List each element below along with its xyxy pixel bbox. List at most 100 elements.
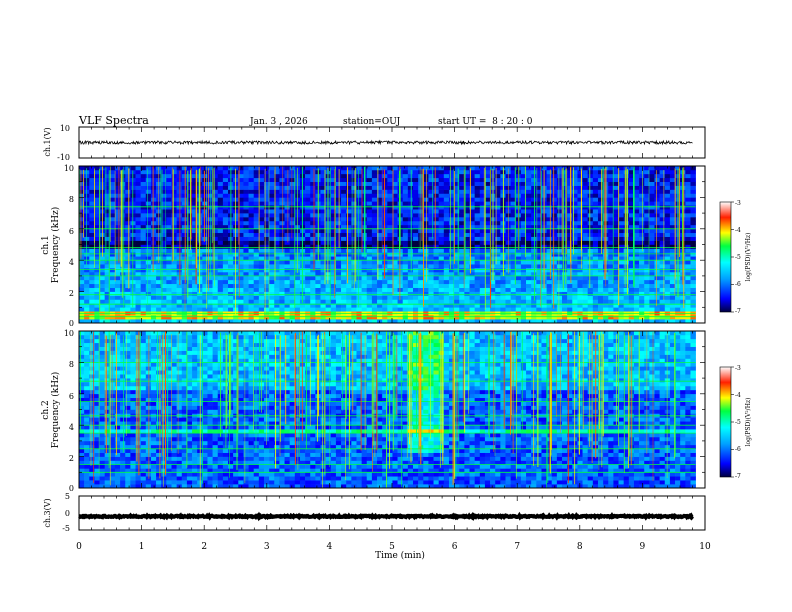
spectrogram-cell xyxy=(176,287,183,292)
spectrogram-cell xyxy=(320,217,326,222)
spectrogram-cell xyxy=(423,279,429,285)
spectrogram-cell xyxy=(186,213,193,218)
spectrogram-cell xyxy=(597,295,604,300)
spectrogram-cell xyxy=(438,279,445,285)
spectrogram-cell xyxy=(392,173,398,179)
spectrogram-cell xyxy=(577,224,583,230)
spectrogram-cell xyxy=(510,201,517,206)
spectrogram-cell xyxy=(150,228,157,234)
spectrogram-cell xyxy=(582,201,588,206)
spectrogram-cell xyxy=(243,260,249,265)
spectrogram-cell xyxy=(320,319,326,324)
spectrogram-cell xyxy=(94,205,100,210)
spectrogram-cell xyxy=(577,252,583,257)
spectrogram-cell xyxy=(536,173,542,179)
spectrogram-cell xyxy=(690,291,696,296)
spectrogram-cell xyxy=(433,209,439,214)
spectrogram-cell xyxy=(556,307,563,312)
spectrogram-cell xyxy=(608,252,614,257)
spectrogram-cell xyxy=(669,264,676,269)
spectrogram-cell xyxy=(140,264,147,269)
spectrogram-cell xyxy=(536,295,542,300)
spectrogram-cell xyxy=(109,177,116,182)
spectrogram-cell xyxy=(284,256,290,261)
spectrogram-cell xyxy=(212,213,219,218)
spectrogram-cell xyxy=(135,275,141,281)
spectrogram-cell xyxy=(654,271,660,277)
spectrogram-cell xyxy=(448,279,455,285)
spectrogram-cell xyxy=(407,271,414,277)
spectrogram-cell xyxy=(258,185,265,190)
spectrogram-cell xyxy=(418,279,424,285)
ch1-colorbar: -3 -4 -5 -6 -7 log(PSD)(V²/Hz) xyxy=(719,200,752,315)
spectrogram-cell xyxy=(536,224,542,230)
spectrogram-cell xyxy=(186,303,193,308)
spectrogram-cell xyxy=(613,287,619,292)
spectrogram-cell xyxy=(474,185,481,190)
spectrogram-cell xyxy=(597,228,604,234)
spectrogram-cell xyxy=(551,268,558,273)
spectrogram-cell xyxy=(335,275,342,281)
spectrogram-cell xyxy=(166,244,172,249)
spectrogram-cell xyxy=(469,228,475,234)
spectrogram-cell xyxy=(407,299,414,304)
spectrogram-cell xyxy=(669,315,676,320)
spectrogram-cell xyxy=(685,181,691,186)
spectrogram-cell xyxy=(330,319,337,324)
spectrogram-cell xyxy=(104,299,111,304)
spectrogram-cell xyxy=(536,185,542,190)
spectrogram-cell xyxy=(253,181,260,186)
spectrogram-cell xyxy=(99,299,105,304)
spectrogram-cell xyxy=(94,232,100,237)
spectrogram-cell xyxy=(248,299,255,304)
spectrogram-cell xyxy=(243,213,249,218)
spectrogram-cell xyxy=(145,271,152,277)
spectrogram-cell xyxy=(623,275,630,281)
spectrogram-cell xyxy=(413,256,419,261)
spectrogram-cell xyxy=(99,264,105,269)
spectrogram-cell xyxy=(125,279,131,285)
spectrogram-cell xyxy=(469,307,475,312)
spectrogram-cell xyxy=(387,256,393,261)
spectrogram-cell xyxy=(274,177,280,182)
spectrogram-cell xyxy=(305,173,311,179)
spectrogram-cell xyxy=(382,303,388,308)
spectrogram-cell xyxy=(346,193,352,198)
spectrogram-cell xyxy=(510,209,517,214)
spectrogram-cell xyxy=(402,220,409,226)
spectrogram-cell xyxy=(685,220,691,226)
spectrogram-cell xyxy=(79,181,85,186)
spectrogram-cell xyxy=(577,279,583,285)
spectrogram-cell xyxy=(623,315,630,320)
spectrogram-cell xyxy=(99,271,105,277)
spectrogram-cell xyxy=(341,228,347,234)
spectrogram-cell xyxy=(84,268,90,273)
spectrogram-cell xyxy=(618,185,624,190)
spectrogram-cell xyxy=(407,291,414,296)
spectrogram-cell xyxy=(613,224,619,230)
spectrogram-cell xyxy=(120,189,126,194)
spectrogram-cell xyxy=(320,224,326,230)
spectrogram-cell xyxy=(639,169,645,175)
spectrogram-cell xyxy=(192,248,198,253)
spectrogram-cell xyxy=(628,220,635,226)
spectrogram-cell xyxy=(443,224,450,230)
spectrogram-cell xyxy=(274,189,280,194)
ch1-cbar-tick-m5: -5 xyxy=(735,254,741,261)
spectrogram-cell xyxy=(125,209,131,214)
spectrogram-cell xyxy=(664,217,671,222)
spectrogram-cell xyxy=(248,264,255,269)
spectrogram-cell xyxy=(556,256,563,261)
spectrogram-cell xyxy=(531,169,537,175)
spectrogram-cell xyxy=(238,181,244,186)
spectrogram-cell xyxy=(680,291,686,296)
spectrogram-cell xyxy=(258,295,265,300)
spectrogram-cell xyxy=(315,275,321,281)
spectrogram-cell xyxy=(346,197,352,202)
spectrogram-cell xyxy=(669,283,676,288)
spectrogram-cell xyxy=(274,193,280,198)
spectrogram-cell xyxy=(222,232,229,237)
spectrogram-cell xyxy=(284,220,290,226)
spectrogram-cell xyxy=(341,287,347,292)
spectrogram-cell xyxy=(176,252,183,257)
